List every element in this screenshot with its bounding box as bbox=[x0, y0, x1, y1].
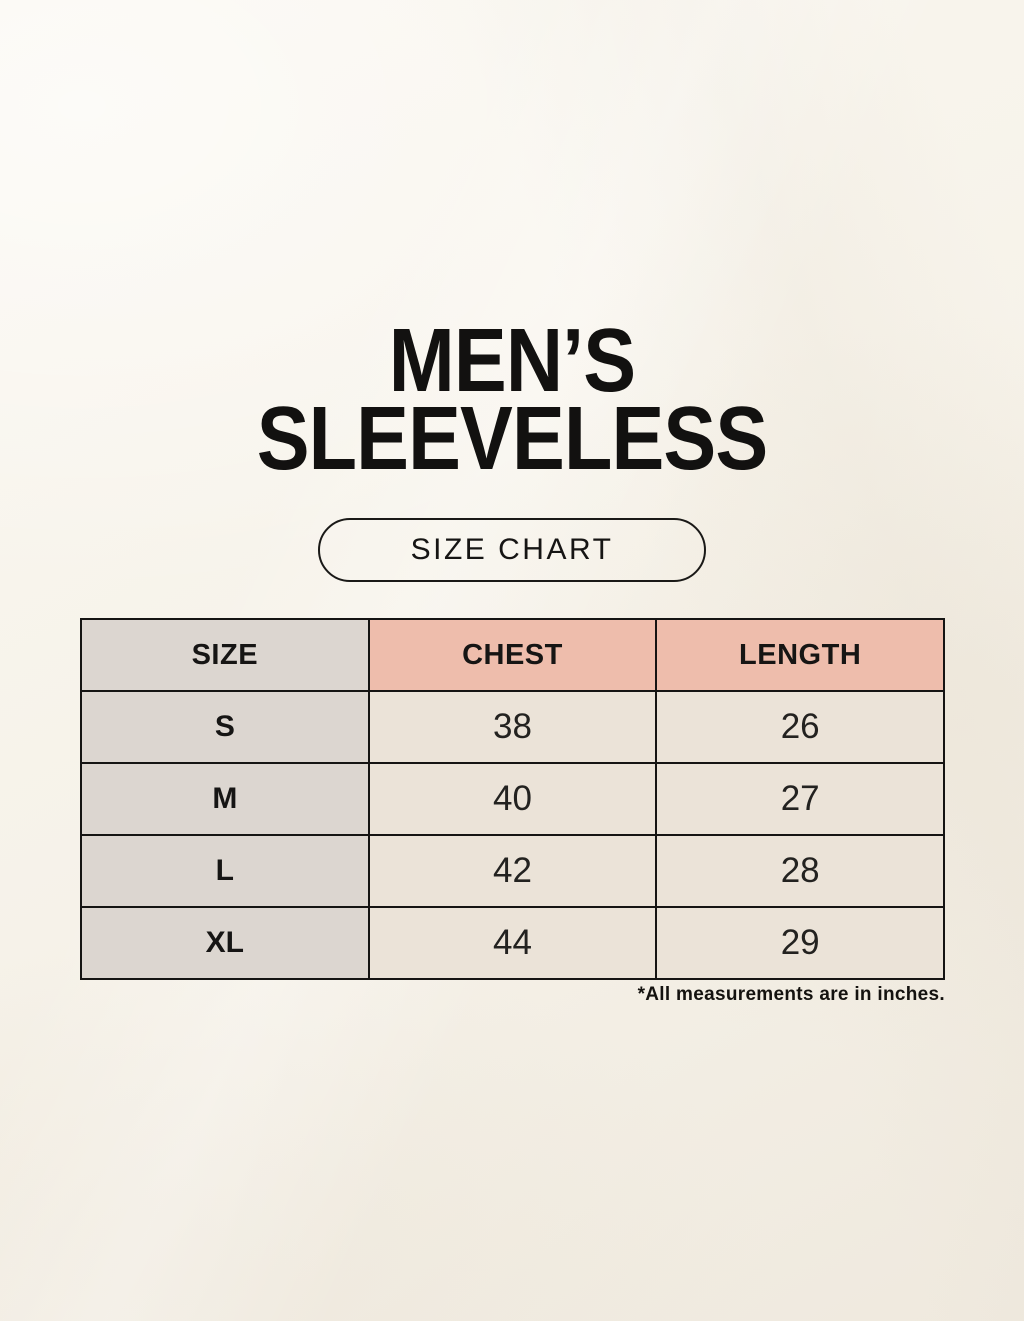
column-header-chest: CHEST bbox=[367, 618, 658, 692]
chest-value-s: 38 bbox=[367, 690, 658, 764]
measurements-footnote: *All measurements are in inches. bbox=[637, 984, 945, 1005]
page-title-line-2: SLEEVELESS bbox=[256, 389, 768, 489]
table-row-s: S 38 26 bbox=[80, 690, 945, 764]
length-value-xl: 29 bbox=[655, 906, 945, 980]
length-value-s: 26 bbox=[655, 690, 945, 764]
chest-value-xl: 44 bbox=[367, 906, 658, 980]
size-label-m: M bbox=[80, 762, 370, 836]
size-table-body: S 38 26 M 40 27 L 42 28 XL 44 29 bbox=[80, 690, 945, 980]
page-title-line-1: MEN’S bbox=[388, 311, 636, 411]
table-row-m: M 40 27 bbox=[80, 762, 945, 836]
table-header-row: SIZE CHEST LENGTH bbox=[80, 618, 945, 692]
size-label-xl: XL bbox=[80, 906, 370, 980]
page-title: MEN’S SLEEVELESS bbox=[61, 311, 962, 489]
chest-value-l: 42 bbox=[367, 834, 658, 908]
size-label-s: S bbox=[80, 690, 370, 764]
chest-value-m: 40 bbox=[367, 762, 658, 836]
table-row-xl: XL 44 29 bbox=[80, 906, 945, 980]
column-header-size: SIZE bbox=[80, 618, 370, 692]
length-value-m: 27 bbox=[655, 762, 945, 836]
length-value-l: 28 bbox=[655, 834, 945, 908]
column-header-length: LENGTH bbox=[655, 618, 945, 692]
size-label-l: L bbox=[80, 834, 370, 908]
size-chart-badge[interactable]: SIZE CHART bbox=[318, 518, 706, 582]
size-table-header: SIZE CHEST LENGTH bbox=[80, 618, 945, 692]
table-row-l: L 42 28 bbox=[80, 834, 945, 908]
size-chart-badge-label: SIZE CHART bbox=[410, 533, 614, 566]
size-table: SIZE CHEST LENGTH S 38 26 M 40 27 L 42 2… bbox=[80, 618, 945, 980]
